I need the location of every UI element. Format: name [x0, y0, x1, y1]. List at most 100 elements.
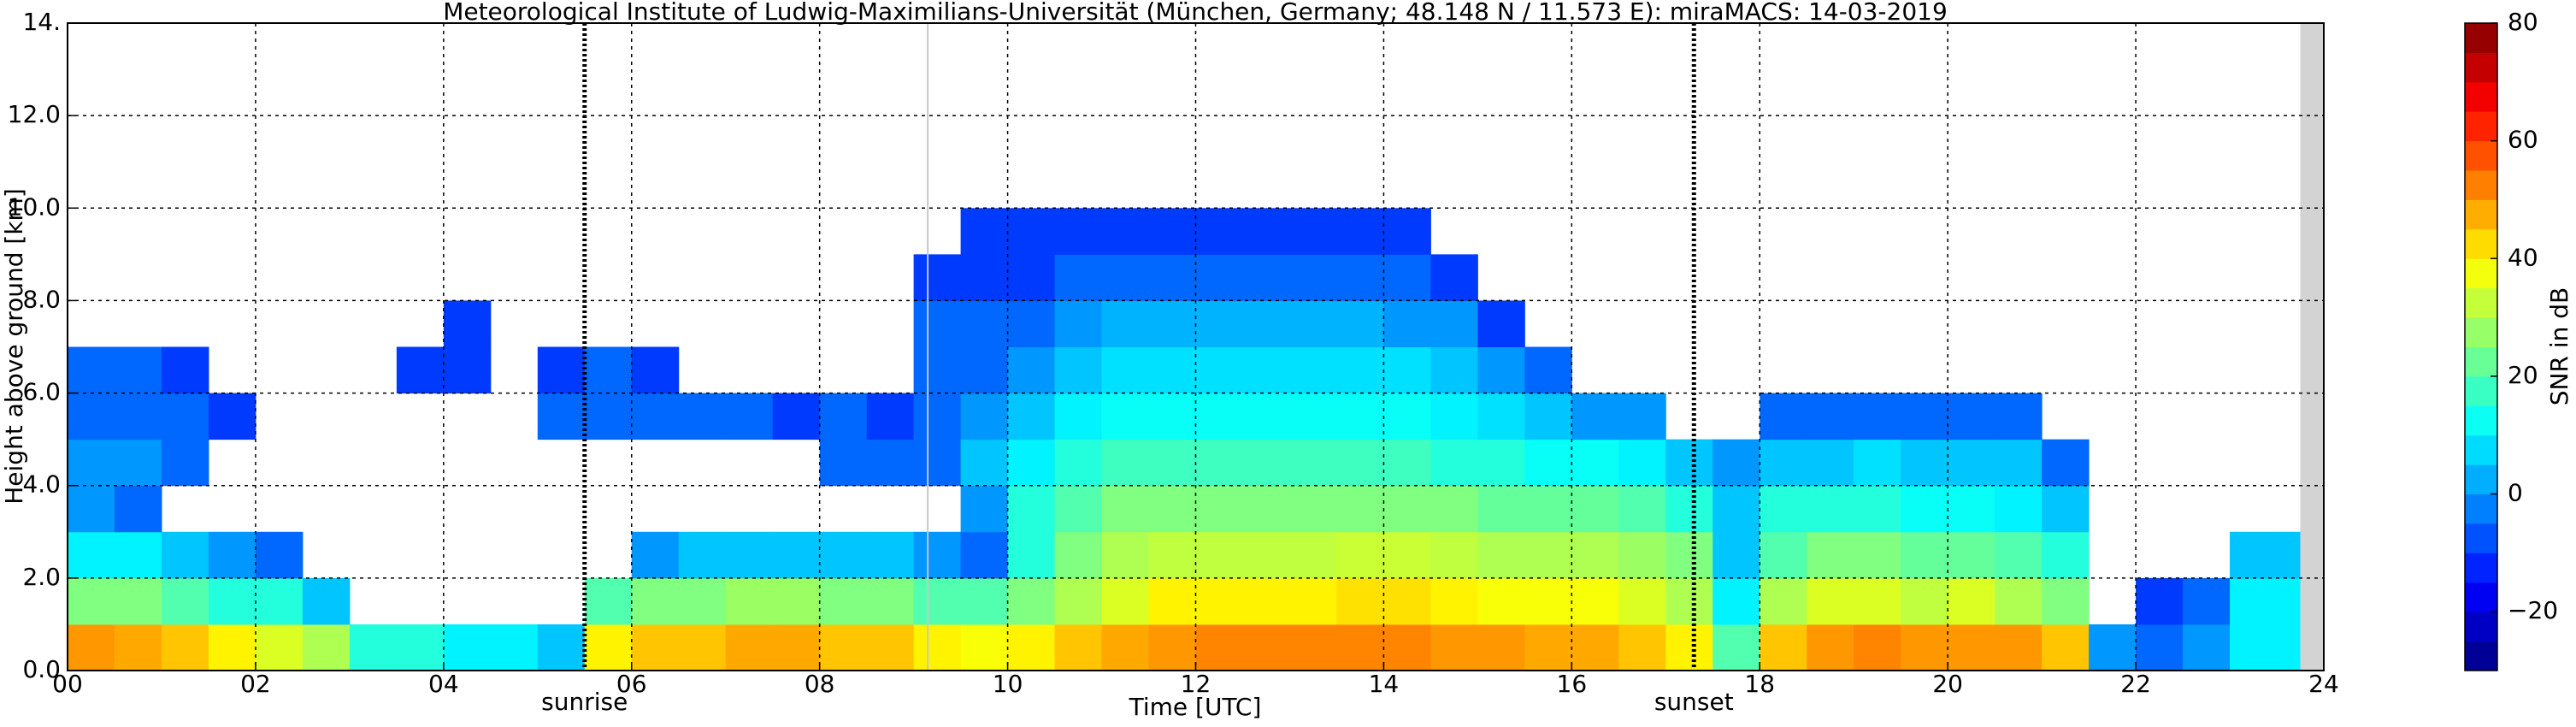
snr-cell	[1195, 208, 1243, 255]
snr-cell	[960, 439, 1009, 487]
snr-cell	[2136, 577, 2184, 625]
colorbar-tick-label: −20	[2508, 596, 2558, 624]
snr-cell	[1148, 300, 1196, 347]
snr-cell	[960, 300, 1009, 347]
colorbar-label: SNR in dB	[2545, 287, 2573, 405]
x-tick-label: 22	[2120, 670, 2151, 698]
snr-cell	[1995, 624, 2043, 671]
snr-cell	[255, 531, 304, 579]
annotation-label: sunset	[1654, 688, 1734, 716]
snr-cell	[1383, 439, 1431, 487]
snr-cell	[1007, 346, 1056, 394]
snr-cell	[1430, 300, 1478, 347]
x-tick-label: 00	[52, 670, 83, 698]
snr-cell	[1383, 208, 1431, 255]
snr-cell	[1383, 346, 1431, 394]
snr-cell	[1524, 485, 1572, 533]
snr-cell	[2136, 624, 2184, 671]
snr-cell	[819, 393, 868, 440]
snr-cell	[1242, 346, 1290, 394]
snr-cell	[1995, 393, 2043, 440]
snr-cell	[1007, 300, 1056, 347]
no-data-band	[2300, 23, 2324, 671]
snr-cell	[68, 485, 115, 533]
x-tick-label: 08	[805, 670, 835, 698]
snr-cell	[68, 531, 115, 579]
snr-cell	[1054, 485, 1103, 533]
snr-cell	[1571, 393, 1619, 440]
snr-cell	[443, 300, 492, 347]
snr-cell	[1336, 300, 1384, 347]
x-tick-label: 18	[1744, 670, 1775, 698]
colorbar-step	[2465, 111, 2497, 142]
snr-cell	[1760, 393, 1807, 440]
snr-cell	[772, 393, 821, 440]
snr-cell	[1148, 393, 1196, 440]
snr-cell	[1995, 531, 2043, 579]
x-axis-label: Time [UTC]	[1129, 693, 1262, 721]
snr-cell	[678, 577, 727, 625]
snr-cell	[1383, 393, 1431, 440]
x-tick-label: 16	[1557, 670, 1588, 698]
snr-cell	[1901, 531, 1948, 579]
snr-cell	[1901, 577, 1948, 625]
snr-cell	[1054, 393, 1103, 440]
snr-cell	[725, 577, 774, 625]
snr-cell	[1524, 531, 1572, 579]
colorbar-tick-label: 0	[2508, 479, 2523, 507]
snr-cell	[631, 531, 680, 579]
snr-cell	[1712, 485, 1760, 533]
snr-cell	[2230, 577, 2278, 625]
snr-cell	[2042, 577, 2090, 625]
snr-cell	[1571, 531, 1619, 579]
snr-cell	[1524, 577, 1572, 625]
snr-cell	[2042, 624, 2090, 671]
snr-cell	[1242, 208, 1290, 255]
snr-cell	[1995, 577, 2043, 625]
snr-cell	[1054, 531, 1103, 579]
snr-cell	[725, 393, 774, 440]
colorbar-step	[2465, 405, 2497, 436]
snr-cell	[1712, 577, 1760, 625]
snr-cell	[1854, 439, 1901, 487]
snr-cell	[913, 439, 962, 487]
snr-cell	[1289, 531, 1337, 579]
snr-cell	[302, 624, 351, 671]
snr-cell	[1477, 439, 1525, 487]
snr-cell	[1618, 577, 1666, 625]
snr-cell	[1101, 485, 1150, 533]
snr-cell	[68, 346, 115, 394]
snr-cell	[161, 346, 209, 394]
snr-cell	[1618, 624, 1666, 671]
snr-cell	[1195, 439, 1243, 487]
snr-cell	[68, 439, 115, 487]
snr-cell	[1101, 208, 1150, 255]
snr-cell	[584, 346, 633, 394]
snr-cell	[1148, 208, 1196, 255]
snr-cell	[1854, 393, 1901, 440]
snr-cell	[866, 624, 915, 671]
snr-cell	[913, 346, 962, 394]
snr-cell	[1477, 346, 1525, 394]
colorbar-step	[2465, 434, 2497, 465]
colorbar-step	[2465, 52, 2497, 83]
snr-cell	[161, 624, 209, 671]
y-axis-label: Height above ground [km]	[0, 188, 28, 505]
plot-frame	[67, 22, 2325, 671]
snr-cell	[1289, 577, 1337, 625]
snr-cell	[1901, 624, 1948, 671]
snr-cell	[1007, 393, 1056, 440]
colorbar-step	[2465, 199, 2497, 230]
snr-cell	[1054, 208, 1103, 255]
snr-cell	[1712, 531, 1760, 579]
colorbar-step	[2465, 258, 2497, 289]
snr-cell	[1101, 577, 1150, 625]
snr-cell	[819, 531, 868, 579]
snr-cell	[1148, 439, 1196, 487]
snr-cell	[1242, 300, 1290, 347]
snr-cell	[161, 577, 209, 625]
snr-cell	[1477, 485, 1525, 533]
colorbar-step	[2465, 228, 2497, 259]
x-tick-label: 20	[1932, 670, 1963, 698]
snr-cell	[913, 254, 962, 301]
